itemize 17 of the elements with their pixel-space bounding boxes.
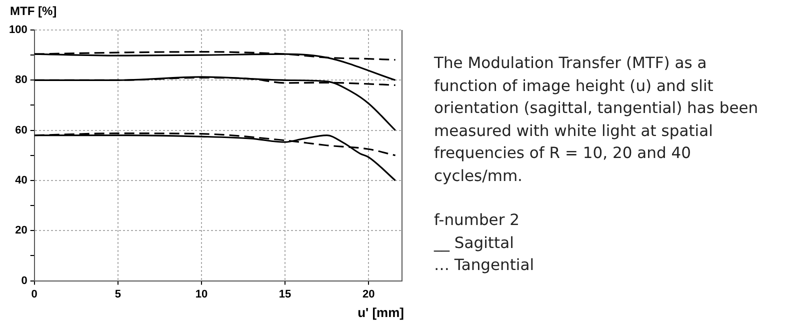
x-tick-label: 5 <box>114 288 121 300</box>
x-tick-label: 20 <box>362 288 375 300</box>
y-tick-label: 40 <box>15 174 28 187</box>
text: f-number 2 <box>434 210 520 231</box>
y-tick-label: 80 <box>15 74 28 86</box>
x-axis-title: u' [mm] <box>358 305 404 320</box>
y-axis-title: MTF [%] <box>10 4 57 18</box>
y-tick-label: 20 <box>15 224 28 237</box>
text: The Modulation Transfer (MTF) as a function of image height (u) and slit orientation (sagittal, tangential) has been measured with white light at spatial frequencies of R = 10, 20 and 40 cycles/mm. <box>434 53 760 186</box>
x-tick-label: 10 <box>195 288 208 300</box>
text: __ Sagittal <box>434 232 515 254</box>
y-tick-label: 100 <box>8 24 28 36</box>
x-tick-label: 0 <box>31 288 38 300</box>
y-tick-label: 0 <box>21 274 28 287</box>
y-tick-label: 60 <box>15 124 28 136</box>
text: … Tangential <box>434 255 536 276</box>
x-tick-label: 15 <box>278 288 292 300</box>
